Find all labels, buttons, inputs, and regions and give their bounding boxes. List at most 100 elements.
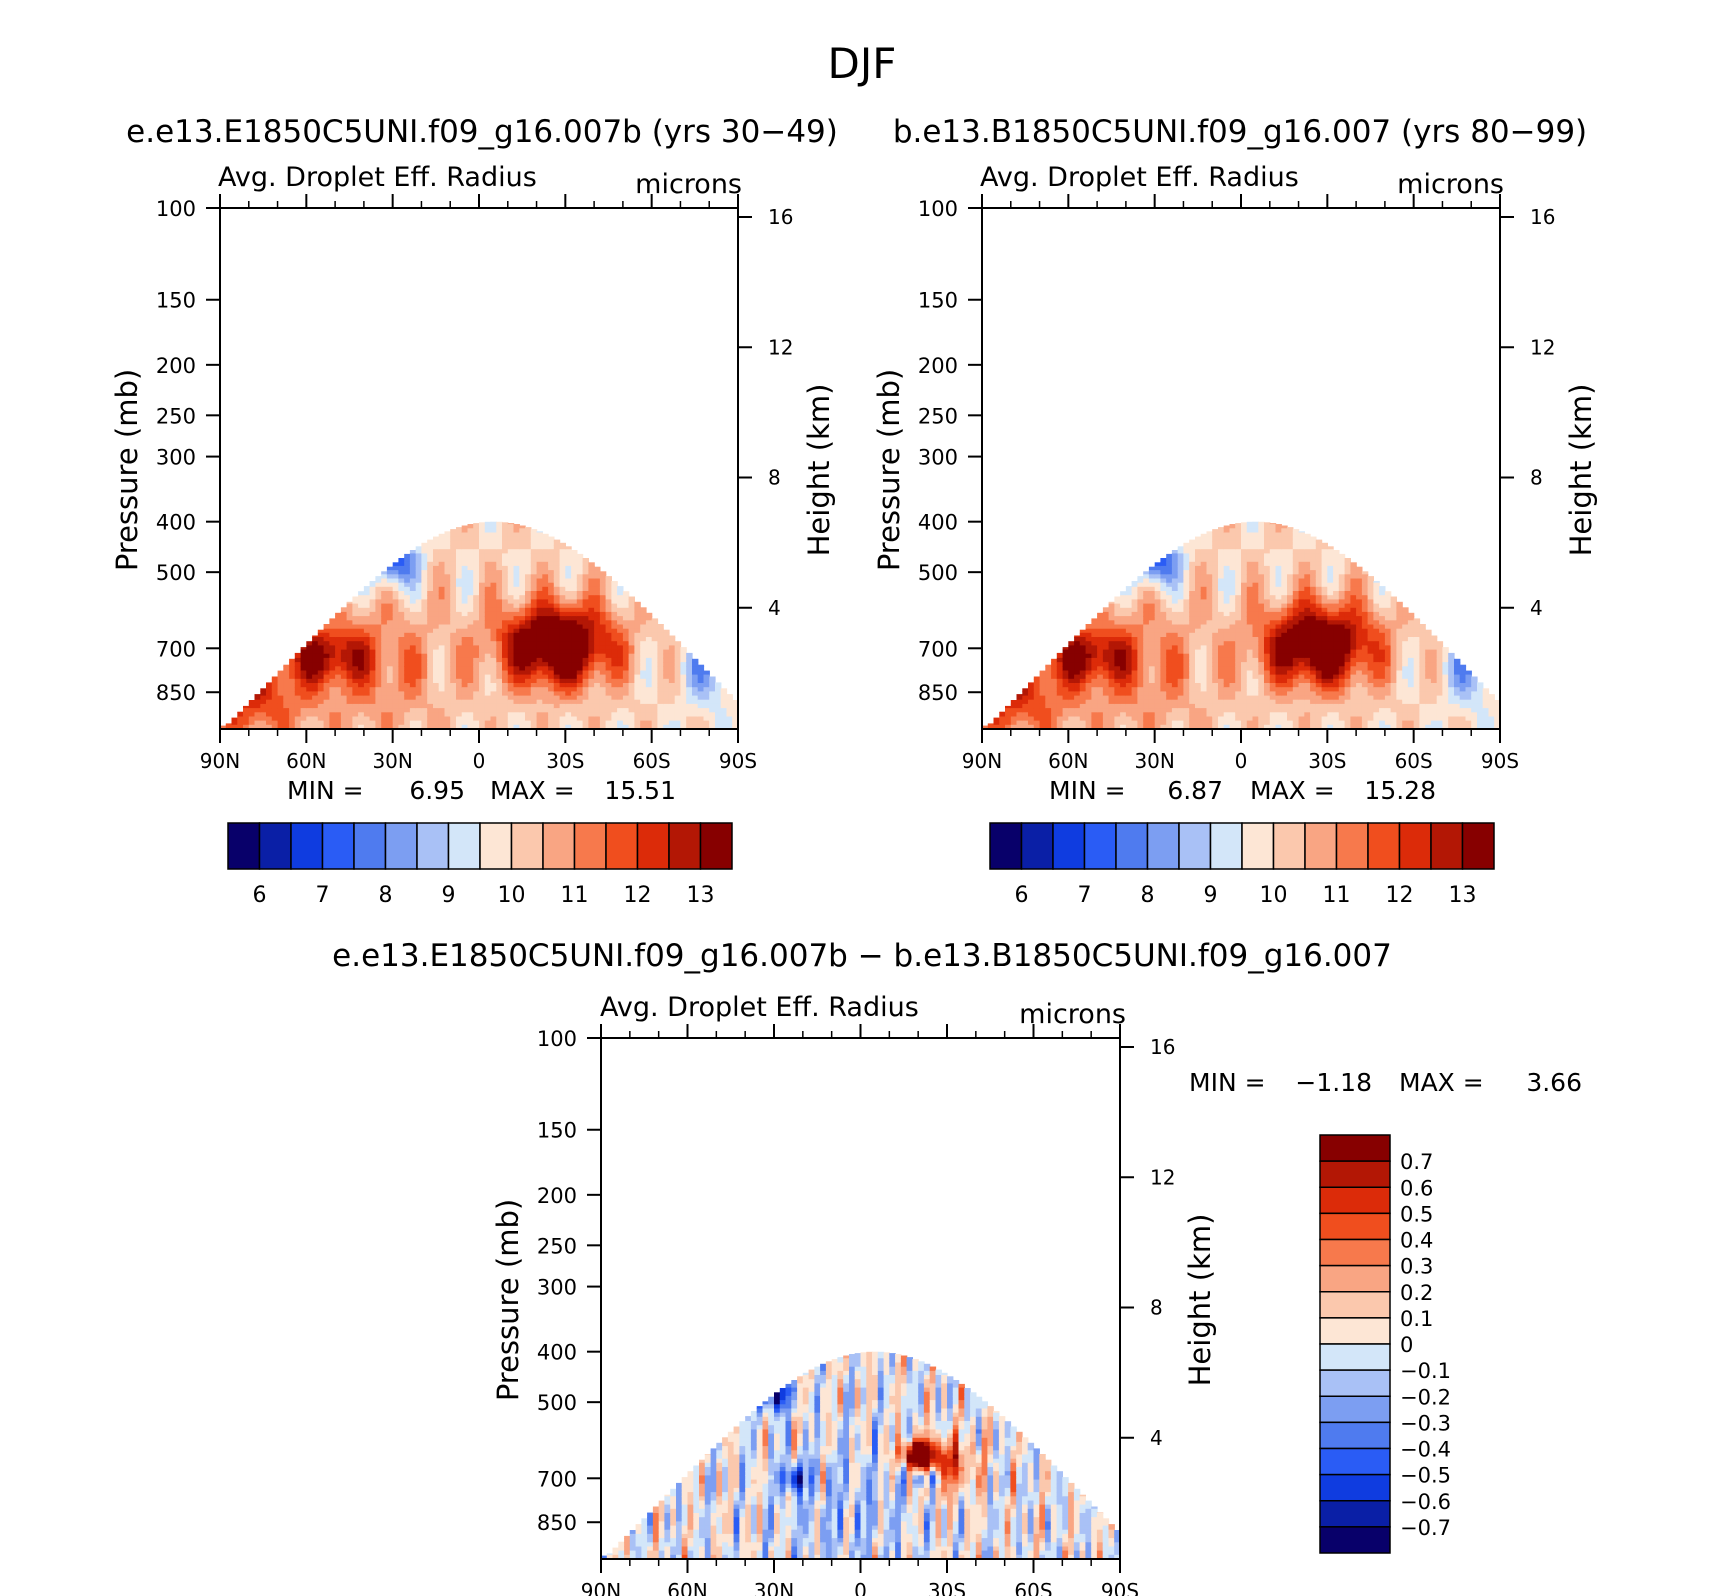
contour-cell: [375, 674, 382, 680]
contour-cell: [1212, 586, 1219, 592]
contour-cell: [243, 716, 250, 722]
contour-cell: [1264, 624, 1271, 630]
contour-cell: [438, 586, 446, 592]
contour-cell: [369, 649, 376, 655]
contour-cell: [1068, 649, 1075, 655]
contour-cell: [536, 703, 543, 709]
contour-cell: [450, 699, 457, 705]
contour-cell: [1223, 666, 1231, 672]
contour-cell: [1177, 641, 1185, 646]
contour-cell: [1154, 591, 1162, 596]
contour-cell: [565, 657, 572, 663]
contour-cell: [1074, 691, 1081, 697]
contour-cell: [1160, 691, 1167, 697]
contour-cell: [1137, 611, 1144, 617]
contour-cell: [1097, 662, 1104, 667]
contour-cell: [542, 653, 549, 659]
contour-cell: [1292, 611, 1300, 617]
contour-cell: [1264, 570, 1271, 575]
contour-cell: [502, 545, 509, 550]
contour-cell: [346, 620, 353, 626]
contour-cell: [484, 540, 492, 546]
contour-cell: [548, 570, 555, 575]
contour-cell: [1218, 712, 1225, 718]
contour-cell: [1016, 694, 1023, 697]
contour-cell: [507, 557, 515, 563]
contour-cell: [444, 649, 451, 655]
contour-cell: [1056, 703, 1064, 709]
contour-cell: [1315, 561, 1323, 567]
colorbar-label: 13: [687, 883, 715, 908]
contour-cell: [283, 687, 290, 692]
contour-cell: [553, 591, 561, 596]
contour-cell: [1056, 699, 1064, 705]
contour-cell: [1131, 708, 1138, 713]
contour-cell: [525, 657, 532, 663]
contour-cell: [358, 662, 365, 667]
contour-cell: [444, 545, 451, 550]
contour-cell: [605, 708, 612, 713]
contour-cell: [1010, 724, 1018, 729]
contour-cell: [692, 724, 699, 729]
contour-cell: [599, 712, 607, 718]
contour-cell: [530, 540, 538, 546]
contour-cell: [346, 645, 353, 651]
contour-cell: [479, 616, 486, 621]
contour-cell: [571, 666, 578, 672]
contour-cell: [1235, 670, 1242, 676]
contour-cell: [1212, 649, 1219, 655]
contour-cell: [1223, 687, 1231, 692]
contour-cell: [392, 641, 400, 646]
contour-cell: [542, 657, 549, 663]
contour-cell: [565, 712, 572, 718]
contour-cell: [1079, 716, 1087, 722]
contour-cell: [542, 611, 549, 617]
contour-cell: [1079, 641, 1087, 646]
contour-cell: [525, 603, 532, 609]
contour-cell: [271, 708, 279, 713]
contour-cell: [456, 557, 463, 563]
contour-cell: [340, 637, 348, 642]
contour-cell: [340, 616, 348, 621]
contour-cell: [1241, 724, 1248, 729]
contour-cell: [484, 528, 492, 534]
contour-cell: [1074, 670, 1081, 676]
contour-cell: [294, 712, 302, 718]
contour-cell: [392, 645, 400, 651]
contour-cell: [513, 662, 520, 667]
contour-cell: [1160, 591, 1167, 596]
contour-cell: [1310, 708, 1317, 713]
contour-cell: [1206, 641, 1213, 646]
contour-cell: [283, 695, 290, 701]
contour-cell: [1102, 624, 1110, 630]
contour-cell: [1315, 724, 1323, 729]
contour-cell: [461, 620, 469, 626]
contour-cell: [340, 662, 348, 667]
contour-cell: [542, 649, 549, 655]
contour-cell: [611, 699, 618, 705]
contour-cell: [438, 557, 446, 563]
contour-cell: [1304, 574, 1311, 580]
contour-cell: [1235, 724, 1242, 729]
contour-cell: [438, 666, 446, 672]
contour-cell: [1125, 645, 1133, 651]
contour-cell: [1010, 703, 1018, 709]
contour-cell: [427, 561, 434, 567]
contour-cell: [479, 532, 486, 538]
contour-cell: [530, 549, 538, 554]
contour-cell: [1200, 708, 1208, 713]
contour-cell: [709, 712, 716, 718]
contour-cell: [1200, 565, 1208, 571]
contour-cell: [530, 574, 538, 580]
contour-cell: [369, 699, 376, 705]
contour-cell: [363, 716, 371, 722]
contour-cell: [358, 628, 365, 634]
contour-cell: [479, 595, 486, 600]
contour-cell: [496, 532, 503, 538]
contour-cell: [1085, 708, 1092, 713]
contour-cell: [409, 666, 417, 672]
contour-cell: [1298, 724, 1305, 729]
contour-cell: [536, 557, 543, 563]
contour-cell: [260, 712, 267, 718]
contour-cell: [680, 712, 687, 718]
